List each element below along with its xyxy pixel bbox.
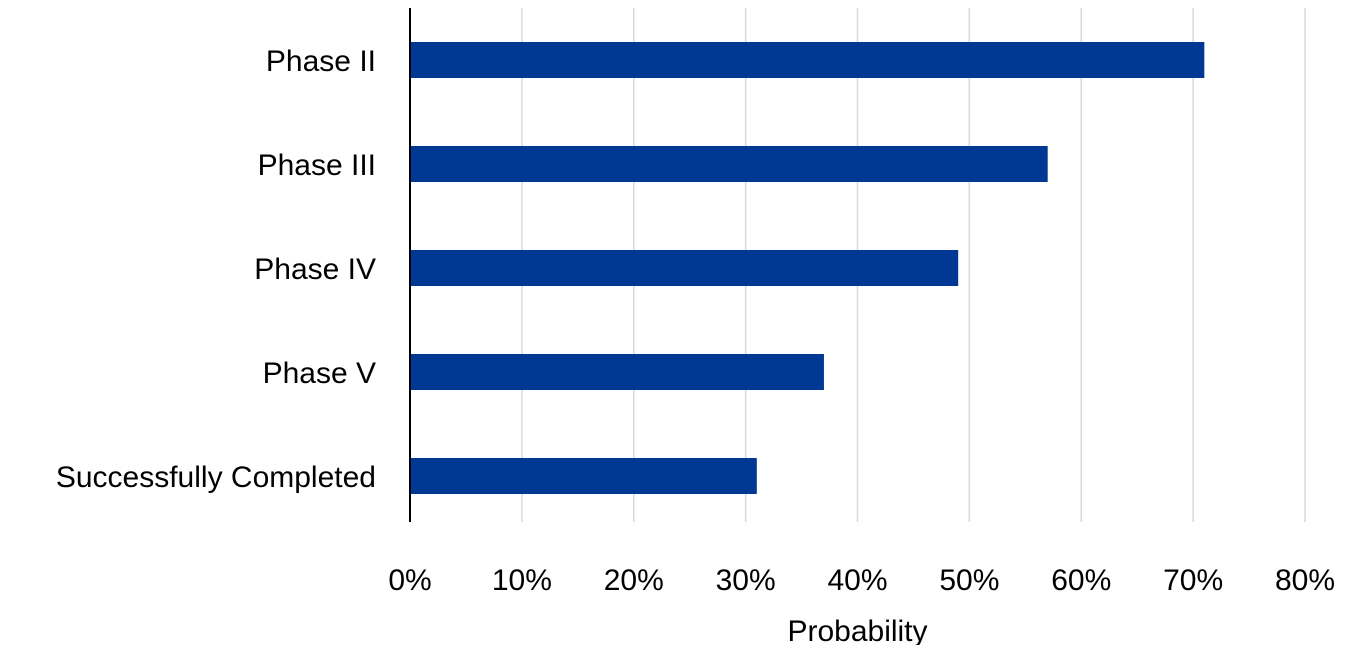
bar <box>410 458 757 494</box>
bar <box>410 354 824 390</box>
x-tick-label: 10% <box>492 564 552 597</box>
bar <box>410 250 959 286</box>
x-tick-label: 50% <box>939 564 999 597</box>
x-tick-label: 80% <box>1275 564 1335 597</box>
x-tick-label: 40% <box>827 564 887 597</box>
x-tick-label: 0% <box>388 564 431 597</box>
x-tick-label: 20% <box>604 564 664 597</box>
category-label: Phase V <box>263 357 376 390</box>
category-label: Phase III <box>258 149 376 182</box>
category-label: Phase II <box>266 45 376 78</box>
x-axis-title: Probability <box>787 615 927 645</box>
category-label: Successfully Completed <box>56 461 376 494</box>
x-tick-labels: 0% 10% 20% 30% 40% 50% 60% 70% 80% <box>388 564 1335 597</box>
x-tick-label: 30% <box>716 564 776 597</box>
bar <box>410 146 1048 182</box>
category-labels: Phase II Phase III Phase IV Phase V Successf… <box>56 45 376 494</box>
category-label: Phase IV <box>254 253 376 286</box>
x-tick-label: 60% <box>1051 564 1111 597</box>
bars <box>410 42 1205 494</box>
bar <box>410 42 1205 78</box>
x-tick-label: 70% <box>1163 564 1223 597</box>
